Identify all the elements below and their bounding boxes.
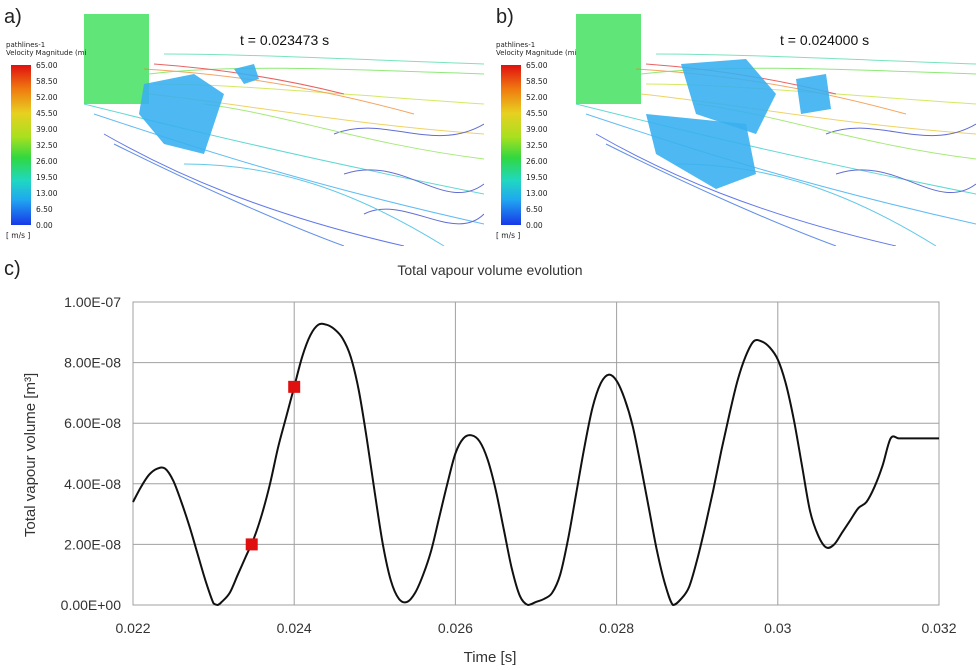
y-tick-label: 1.00E-07 (64, 294, 121, 310)
x-tick-labels: 0.022 0.024 0.026 0.028 0.03 0.032 (115, 620, 956, 636)
x-tick-label: 0.022 (115, 620, 150, 636)
vapour-volume-chart: Total vapour volume evolution 0.00E+00 2.… (22, 262, 957, 666)
time-label-a: t = 0.023473 s (240, 32, 330, 48)
y-tick-label: 6.00E-08 (64, 415, 121, 431)
y-tick-label: 2.00E-08 (64, 536, 121, 552)
highlight-markers (245, 380, 301, 551)
velocity-legend-b: pathlines-1 Velocity Magnitude (mi 65.00… (496, 41, 577, 241)
x-tick-label: 0.028 (599, 620, 634, 636)
legend-tick: 65.00 (36, 61, 58, 70)
legend-title-b: pathlines-1 (496, 41, 536, 49)
legend-colorbar-b (501, 65, 521, 225)
x-tick-label: 0.026 (438, 620, 473, 636)
chart-title: Total vapour volume evolution (397, 262, 582, 278)
legend-title-a: pathlines-1 (6, 41, 46, 49)
legend-tick: 45.50 (526, 109, 548, 118)
legend-tick: 0.00 (36, 221, 53, 230)
highlight-marker (245, 538, 258, 551)
y-tick-label: 8.00E-08 (64, 355, 121, 371)
legend-tick: 45.50 (36, 109, 58, 118)
legend-tick: 19.50 (36, 173, 58, 182)
time-label-b: t = 0.024000 s (780, 32, 870, 48)
x-tick-label: 0.032 (921, 620, 956, 636)
pathline-image-b (576, 14, 976, 246)
chart-grid (132, 301, 940, 606)
legend-tick: 39.00 (526, 125, 548, 134)
legend-subtitle-b: Velocity Magnitude (mi (496, 49, 577, 57)
y-tick-labels: 0.00E+00 2.00E-08 4.00E-08 6.00E-08 8.00E-08… (61, 294, 122, 613)
legend-subtitle-a: Velocity Magnitude (mi (6, 49, 87, 57)
legend-tick: 65.00 (526, 61, 548, 70)
legend-tick: 58.50 (36, 77, 58, 86)
legend-tick: 13.00 (526, 189, 548, 198)
panel-c-label: c) (4, 258, 21, 280)
velocity-legend-a: pathlines-1 Velocity Magnitude (mi 65.00… (6, 41, 87, 241)
x-tick-label: 0.024 (277, 620, 312, 636)
plot-frame (132, 301, 940, 606)
legend-tick: 6.50 (526, 205, 543, 214)
highlight-marker (288, 380, 301, 393)
legend-tick: 19.50 (526, 173, 548, 182)
legend-tick: 0.00 (526, 221, 543, 230)
panel-a-label: a) (4, 6, 22, 28)
legend-tick: 52.00 (526, 93, 548, 102)
legend-tick: 58.50 (526, 77, 548, 86)
pathline-visualization-b (576, 14, 976, 246)
legend-tick: 32.50 (36, 141, 58, 150)
legend-unit-a: [ m/s ] (6, 231, 31, 240)
panel-b-label: b) (496, 6, 514, 28)
legend-tick: 52.00 (36, 93, 58, 102)
legend-tick: 39.00 (36, 125, 58, 134)
legend-tick: 32.50 (526, 141, 548, 150)
legend-tick: 13.00 (36, 189, 58, 198)
legend-tick: 26.00 (526, 157, 548, 166)
legend-colorbar-a (11, 65, 31, 225)
y-tick-label: 4.00E-08 (64, 476, 121, 492)
x-tick-label: 0.03 (764, 620, 791, 636)
y-tick-label: 0.00E+00 (61, 597, 122, 613)
legend-tick: 26.00 (36, 157, 58, 166)
x-axis-label: Time [s] (464, 649, 517, 666)
legend-tick: 6.50 (36, 205, 53, 214)
pathline-visualization-a (84, 14, 484, 246)
legend-unit-b: [ m/s ] (496, 231, 521, 240)
pathline-image-a (84, 14, 484, 246)
y-axis-label: Total vapour volume [m³] (22, 373, 39, 537)
vapour-volume-line (132, 322, 939, 607)
